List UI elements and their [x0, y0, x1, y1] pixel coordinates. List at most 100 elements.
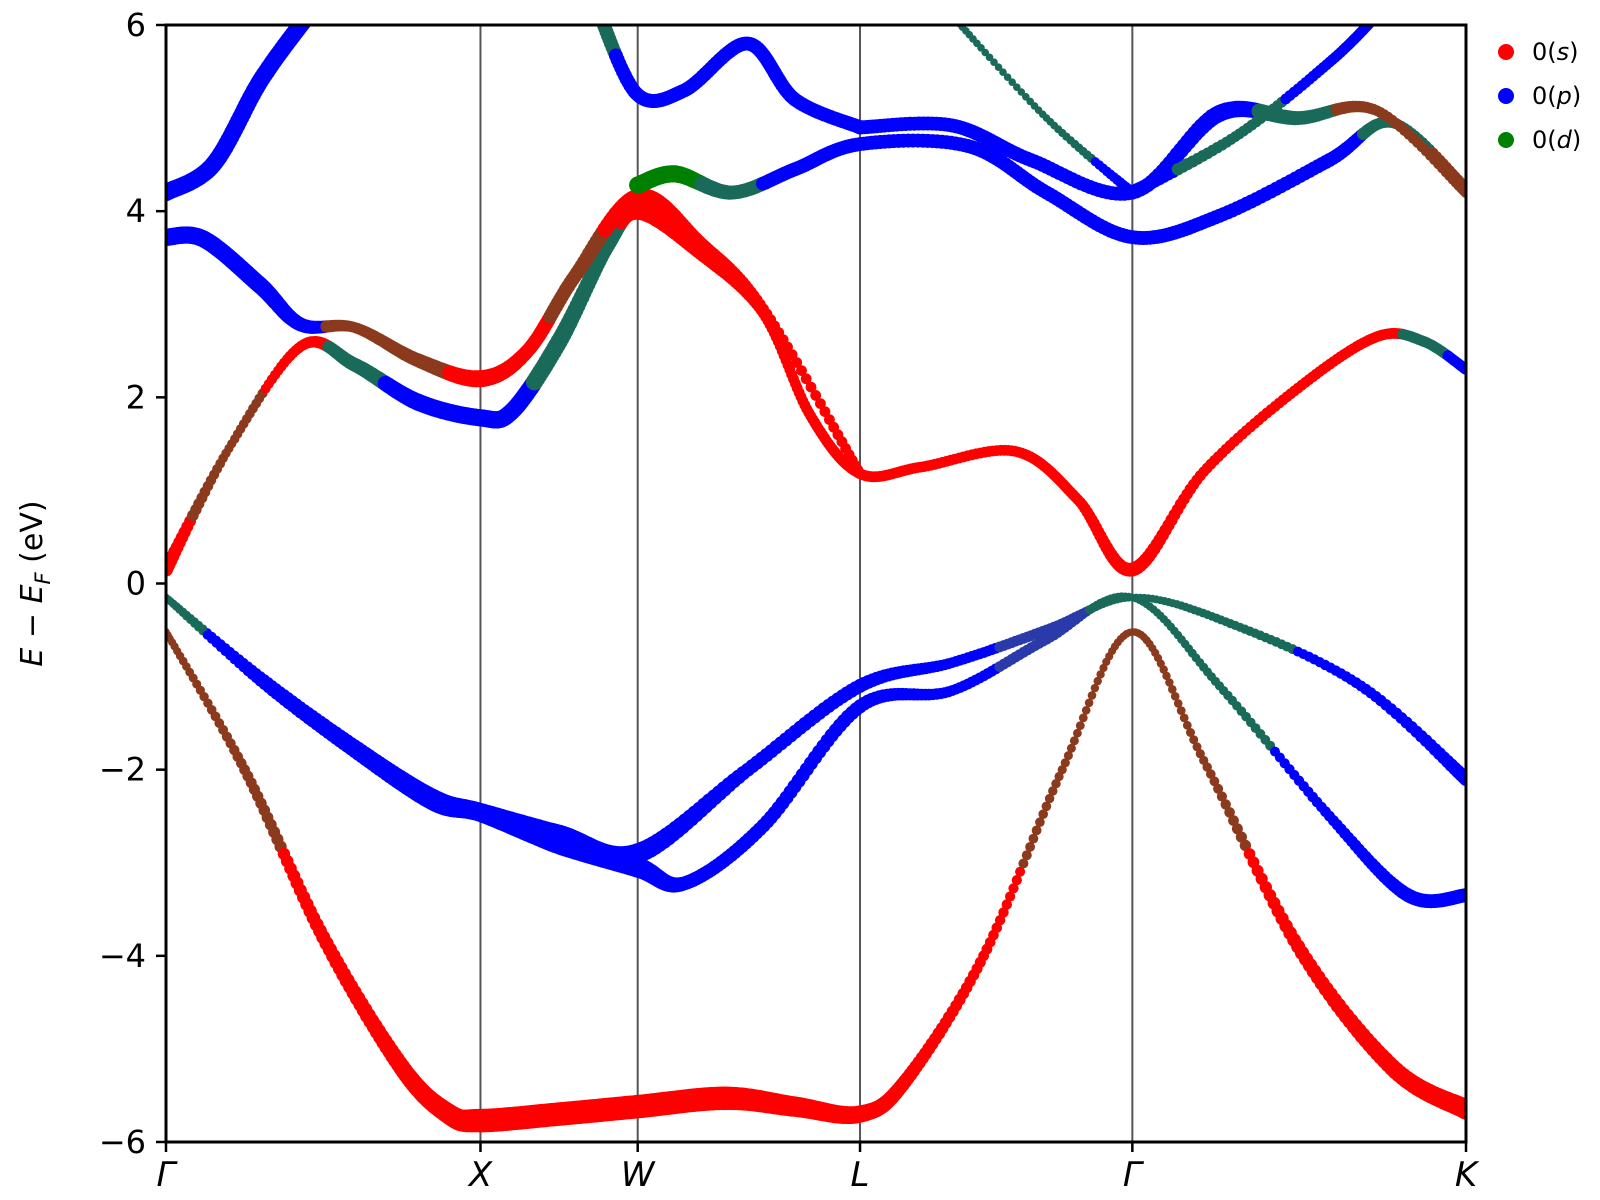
band-marker	[1093, 676, 1102, 686]
band-marker	[1159, 665, 1168, 674]
band-marker	[1005, 891, 1016, 902]
legend-marker	[1498, 132, 1514, 148]
y-tick-label: −6	[99, 1123, 146, 1161]
band-marker	[999, 68, 1007, 76]
kpoint-label: Γ	[1123, 1155, 1145, 1195]
band-marker	[800, 373, 812, 385]
band-marker	[819, 406, 831, 417]
legend-marker	[1498, 44, 1514, 60]
band-1	[166, 628, 1466, 1133]
band-marker	[1182, 720, 1192, 730]
band-marker	[990, 58, 998, 66]
band-marker	[1003, 73, 1012, 81]
band-4	[166, 202, 1466, 577]
band-7	[853, 100, 1466, 201]
band-marker	[1031, 825, 1042, 836]
band-marker	[1186, 728, 1195, 737]
band-marker	[1127, 187, 1138, 199]
band-marker	[1073, 728, 1082, 738]
band-marker	[1075, 721, 1085, 730]
band-marker	[1162, 671, 1171, 681]
band-marker	[1060, 758, 1070, 768]
band-marker	[994, 63, 1003, 71]
band-marker	[1025, 842, 1035, 852]
band-marker	[1028, 833, 1039, 844]
band-marker	[1099, 663, 1108, 673]
band-3	[166, 592, 1466, 909]
band-marker	[1459, 888, 1466, 903]
band-marker	[1057, 765, 1067, 775]
band-marker	[815, 398, 826, 409]
band-marker	[1220, 799, 1231, 810]
band-marker	[1192, 742, 1202, 752]
band-marker	[1021, 850, 1032, 861]
y-tick-label: 0	[126, 565, 146, 603]
band-marker	[1189, 735, 1199, 745]
band-marker	[1001, 899, 1012, 910]
band-marker	[1051, 779, 1061, 789]
band-marker	[810, 390, 822, 401]
band-marker	[1202, 762, 1212, 772]
band-marker	[1044, 793, 1055, 804]
band-marker	[1176, 706, 1186, 715]
band-marker	[853, 120, 867, 135]
kpoint-label: L	[851, 1155, 870, 1195]
band-marker	[1078, 713, 1088, 723]
band-marker	[1069, 736, 1079, 746]
band-marker	[1459, 772, 1466, 786]
band-9	[166, 25, 312, 202]
y-tick-label: 2	[126, 378, 146, 416]
band-marker	[1179, 713, 1189, 723]
legend-label: 0(d)	[1532, 126, 1581, 154]
band-marker	[1224, 807, 1235, 818]
band-marker	[985, 53, 994, 62]
band-marker	[805, 381, 817, 393]
band-marker	[1018, 858, 1029, 869]
kpoint-label: K	[1455, 1155, 1480, 1195]
band-marker	[1081, 706, 1091, 715]
band-8	[1125, 25, 1376, 200]
band-marker	[998, 907, 1009, 918]
band-marker	[1041, 801, 1052, 812]
band-marker	[1084, 698, 1094, 708]
band-11	[955, 25, 1138, 199]
band-marker	[1235, 831, 1247, 843]
band-marker	[791, 357, 803, 368]
band-marker	[1090, 683, 1100, 693]
y-tick-label: −2	[99, 751, 146, 789]
band-marker	[1231, 823, 1243, 835]
band-marker	[1015, 866, 1026, 877]
band-marker	[1170, 692, 1180, 701]
y-tick-label: 6	[126, 6, 146, 44]
band-marker	[1008, 883, 1019, 894]
bands	[166, 25, 1466, 1133]
legend-marker	[1498, 88, 1514, 104]
band-marker	[1173, 699, 1183, 708]
band-marker	[1209, 776, 1220, 787]
band-marker	[1011, 875, 1022, 886]
band-marker	[1096, 670, 1105, 679]
y-axis-label: E − EF (eV)	[15, 500, 55, 666]
band-marker	[1035, 817, 1045, 827]
band-marker	[1213, 783, 1224, 794]
band-marker	[1038, 809, 1048, 819]
band-marker	[1206, 769, 1216, 779]
band-10	[596, 25, 867, 135]
kpoint-label: Γ	[157, 1155, 179, 1195]
band-marker	[1063, 751, 1073, 761]
band-marker	[796, 365, 807, 376]
band-marker	[1168, 685, 1177, 694]
band-marker	[1008, 78, 1016, 86]
band-marker	[854, 468, 866, 480]
band-marker	[786, 349, 798, 360]
band-marker	[1066, 743, 1076, 753]
band-marker	[1087, 691, 1097, 700]
legend-label: 0(s)	[1532, 38, 1579, 66]
band-5	[166, 188, 866, 480]
band-marker	[1228, 815, 1239, 826]
y-axis-ticks: −6 −4 −2 0 2 4 6	[99, 6, 166, 1161]
y-tick-label: −4	[99, 937, 146, 975]
band-6	[629, 116, 1466, 245]
